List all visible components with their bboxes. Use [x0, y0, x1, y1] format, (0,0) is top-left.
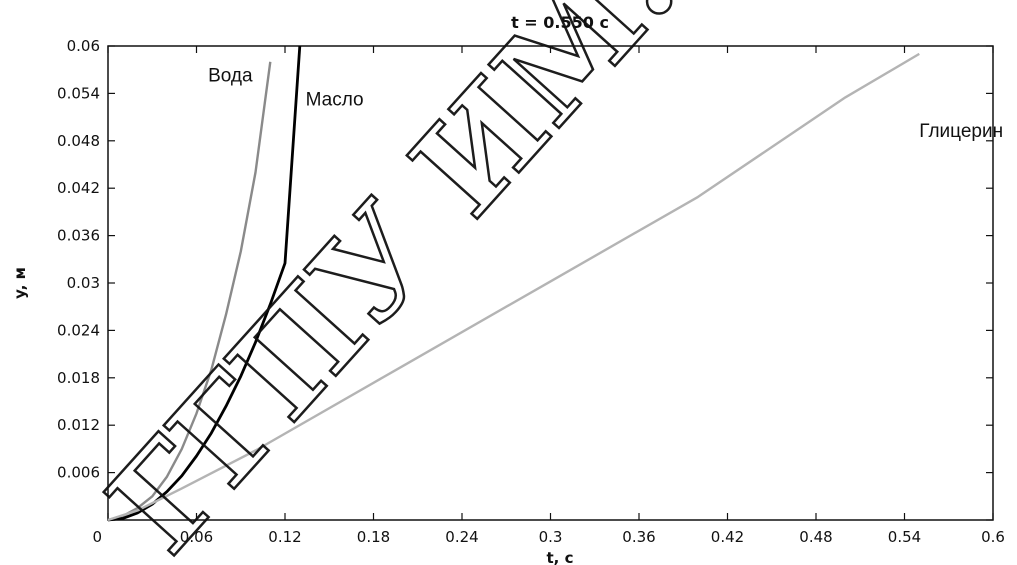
x-tick-label: 0.06: [180, 528, 213, 546]
y-tick-label: 0.042: [57, 179, 100, 197]
y-tick-label: 0.06: [67, 37, 100, 55]
y-tick-label: 0.024: [57, 321, 100, 339]
y-tick-label: 0.012: [57, 416, 100, 434]
x-tick-label: 0.6: [981, 528, 1005, 546]
series-label: Вода: [208, 66, 253, 87]
series-line: [107, 52, 920, 522]
y-tick-label: 0.006: [57, 464, 100, 482]
series-label: Масло: [306, 89, 364, 110]
y-tick-label: 0.054: [57, 84, 100, 102]
x-tick-label: 0.3: [539, 528, 563, 546]
series-lines: [107, 45, 920, 522]
x-tick-label: 0.36: [622, 528, 655, 546]
y-tick-label: 0.036: [57, 227, 100, 245]
y-tick-label: 0.048: [57, 132, 100, 150]
y-axis-label: y, м: [11, 267, 29, 299]
x-tick-label: 0: [92, 528, 102, 546]
series-labels: Вода Масло Глицерин: [208, 66, 1003, 142]
series-line: [107, 61, 272, 522]
y-tick-label: 0.03: [67, 274, 100, 292]
series-label: Глицерин: [919, 121, 1003, 142]
y-tick-label: 0.018: [57, 369, 100, 387]
x-tick-label: 0.24: [445, 528, 478, 546]
chart-title: t = 0.550 с: [511, 13, 609, 32]
x-axis-label: t, c: [547, 549, 574, 565]
x-tick-label: 0.42: [711, 528, 744, 546]
x-tick-label: 0.48: [799, 528, 832, 546]
x-tick-label: 0.12: [268, 528, 301, 546]
axis-ticks: 0 0.06 0.12 0.18 0.24 0.3 0.36 0.42 0.48 0.54 0.6 0…: [57, 37, 1005, 546]
series-line: [107, 45, 302, 522]
x-tick-label: 0.18: [357, 528, 390, 546]
x-tick-label: 0.54: [888, 528, 921, 546]
